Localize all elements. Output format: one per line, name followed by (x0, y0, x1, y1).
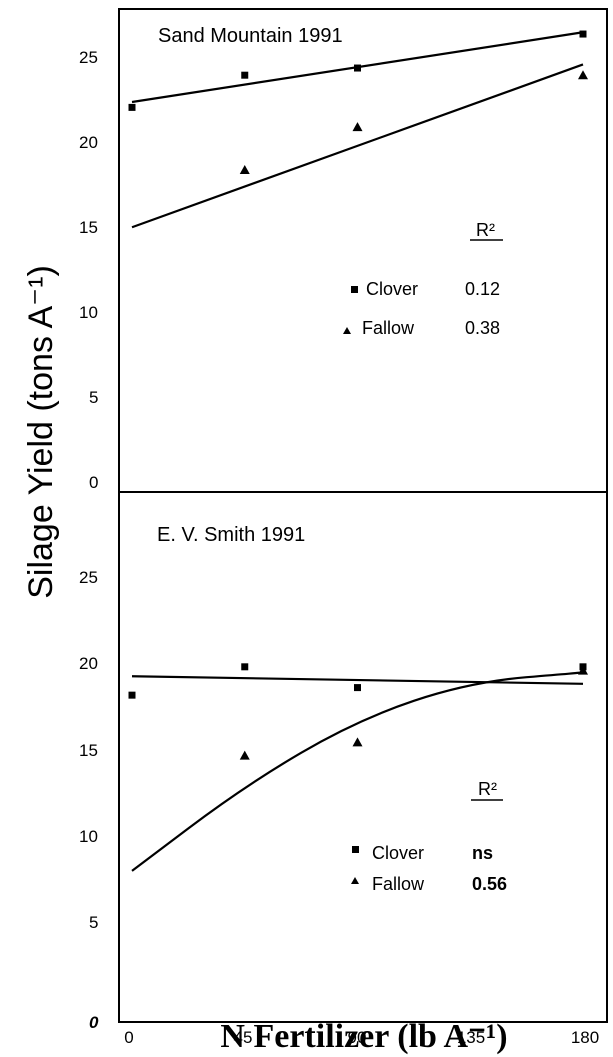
top-y-tick-25: 25 (79, 48, 98, 67)
bottom-legend-fallow-marker (351, 877, 359, 884)
top-clover-point-0 (128, 103, 136, 111)
top-clover-point-180 (579, 30, 587, 38)
top-y-tick-5: 5 (89, 388, 98, 407)
plot-frame (118, 8, 608, 1023)
top-fallow-point-180 (578, 70, 588, 80)
y-axis-title: Silage Yield (tons A⁻¹) (22, 265, 60, 599)
bottom-y-tick-labels: 25 20 15 10 5 0 (79, 568, 99, 1032)
bottom-fallow-point-90 (352, 737, 363, 747)
x-tick-0: 0 (124, 1028, 133, 1047)
bottom-fallow-point-45 (239, 750, 250, 760)
x-axis-title: N Fertilizer (lb A⁻¹) (220, 1018, 507, 1055)
top-legend-fallow-marker (343, 327, 351, 334)
bottom-y-tick-15: 15 (79, 741, 98, 760)
bottom-legend-clover-r2: ns (472, 843, 493, 863)
top-legend-clover-label: Clover (366, 279, 418, 299)
bottom-panel-title: E. V. Smith 1991 (157, 524, 305, 546)
top-clover-point-45 (241, 71, 249, 79)
top-y-tick-labels: 25 20 15 10 5 0 (79, 48, 98, 492)
bottom-y-tick-10: 10 (79, 827, 98, 846)
bottom-y-tick-5: 5 (89, 913, 98, 932)
bottom-clover-point-90 (354, 684, 361, 692)
top-y-tick-20: 20 (79, 133, 98, 152)
top-legend-fallow-label: Fallow (362, 318, 415, 338)
top-panel-title: Sand Mountain 1991 (158, 25, 343, 47)
x-tick-180: 180 (571, 1028, 599, 1047)
bottom-legend-fallow-r2: 0.56 (472, 874, 507, 894)
x-tick-45: 45 (234, 1028, 253, 1047)
bottom-y-tick-25: 25 (79, 568, 98, 587)
top-y-tick-0: 0 (89, 473, 98, 492)
top-fallow-fit-line (131, 63, 584, 229)
bottom-panel-marks (128, 663, 588, 872)
top-panel-marks (128, 30, 588, 229)
bottom-legend-r2-header: R² (478, 779, 497, 799)
top-legend-r2-header: R² (476, 220, 495, 240)
top-legend-clover-r2: 0.12 (465, 279, 500, 299)
x-tick-90: 90 (348, 1028, 367, 1047)
top-y-tick-15: 15 (79, 218, 98, 237)
bottom-fallow-point-180 (578, 665, 588, 675)
x-tick-135: 135 (457, 1028, 485, 1047)
top-legend-fallow-r2: 0.38 (465, 318, 500, 338)
top-clover-point-90 (354, 64, 361, 72)
top-fallow-point-90 (352, 122, 363, 132)
bottom-legend-clover-label: Clover (372, 843, 424, 863)
bottom-legend-clover-marker (352, 846, 359, 853)
bottom-legend-fallow-label: Fallow (372, 874, 425, 894)
bottom-y-tick-0: 0 (89, 1013, 99, 1032)
bottom-clover-point-0 (128, 691, 136, 699)
bottom-clover-fit-line (131, 675, 584, 685)
top-y-tick-10: 10 (79, 303, 98, 322)
top-legend-clover-marker (351, 286, 358, 293)
x-tick-labels: 0 45 90 135 180 (124, 1028, 599, 1047)
bottom-y-tick-20: 20 (79, 654, 98, 673)
top-fallow-point-45 (239, 165, 250, 174)
bottom-fallow-fit-line (131, 671, 584, 872)
bottom-clover-point-45 (241, 663, 249, 671)
